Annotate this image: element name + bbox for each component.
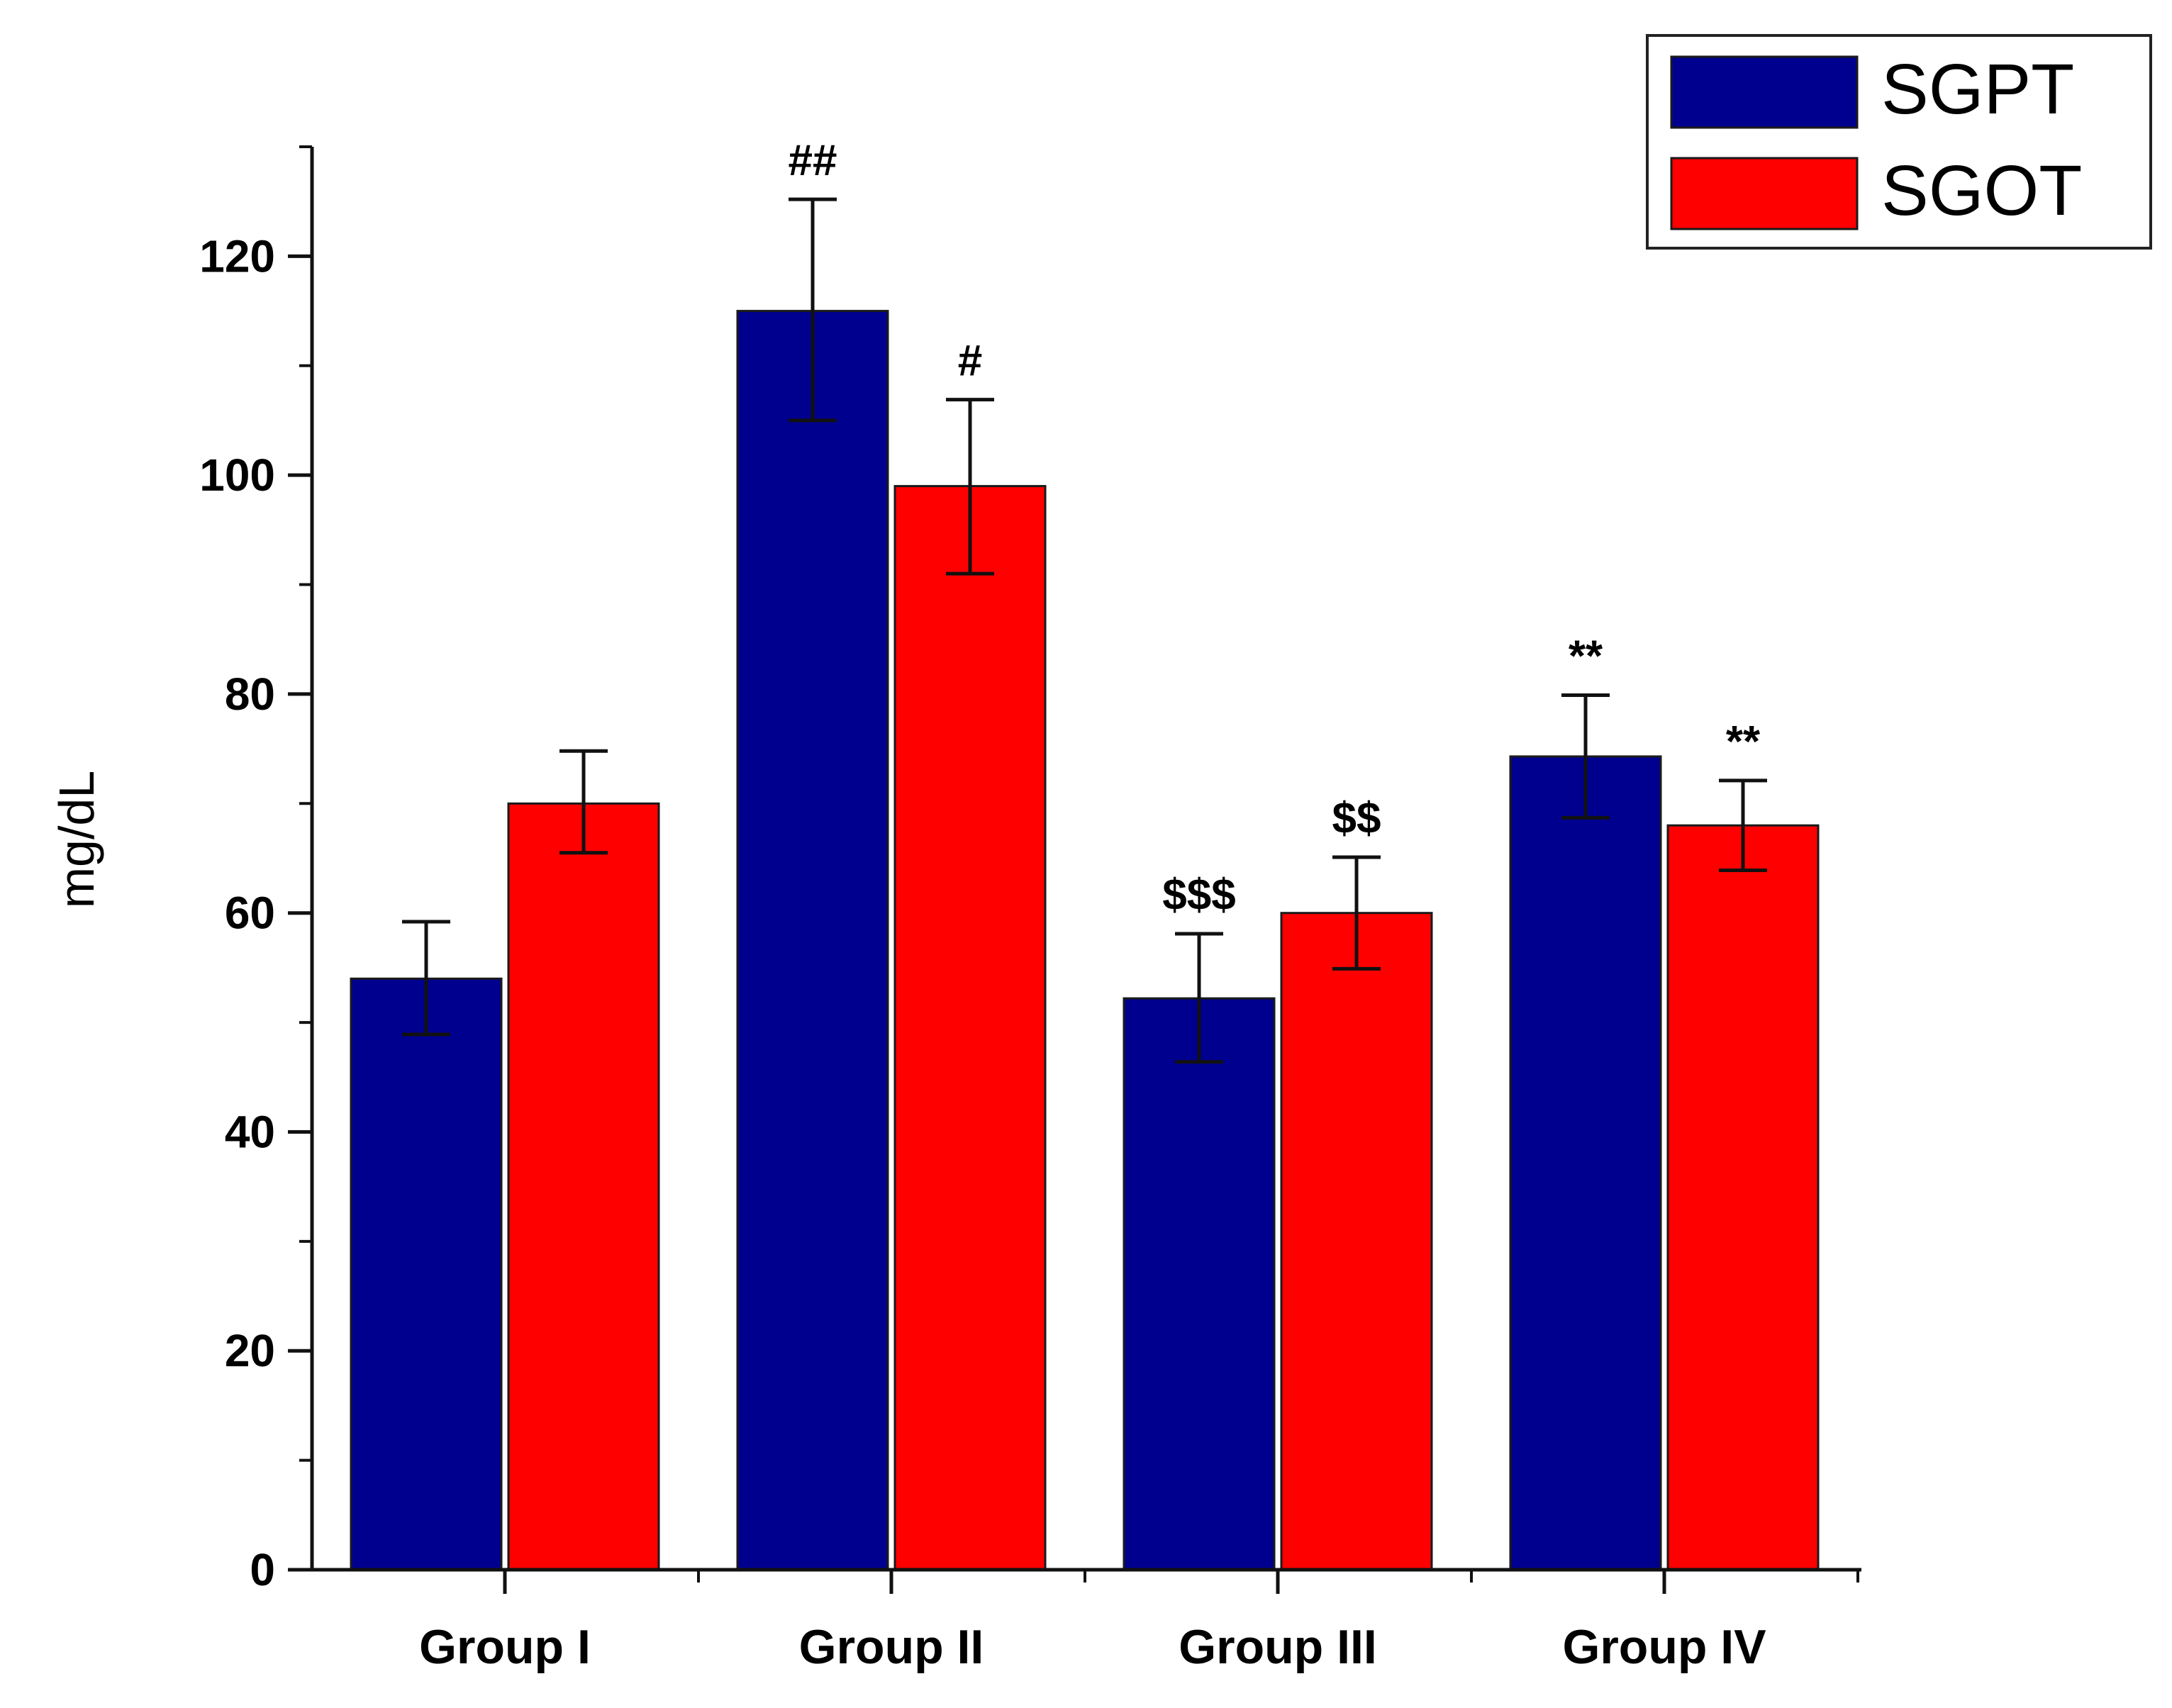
x-tick-label-4: Group IV [1562, 1620, 1766, 1674]
legend: SGPT SGOT [1646, 34, 2152, 250]
y-tick-label-80: 80 [225, 669, 275, 720]
legend-swatch-sgpt [1670, 55, 1859, 129]
bar-sgot-4 [1666, 824, 1820, 1571]
annotation-sgpt-4: ** [1569, 632, 1603, 681]
bar-sgot-2 [893, 485, 1047, 1571]
error-bar-sgpt-1 [402, 920, 450, 1037]
annotation-sgot-3: $$ [1332, 794, 1381, 843]
error-bar-sgot-1 [559, 749, 608, 855]
error-bar-sgpt-4 [1561, 693, 1610, 820]
annotation-sgpt-3: $$$ [1162, 871, 1235, 920]
annotations-layer: ## $$$ ** # $$ ** [789, 136, 1761, 920]
y-tick-label-100: 100 [199, 450, 275, 501]
bars-layer [350, 310, 1820, 1571]
y-axis-label: mg/dL [49, 771, 104, 909]
annotation-sgot-4: ** [1726, 718, 1761, 766]
bar-sgpt-2 [736, 310, 889, 1571]
bar-sgot-1 [507, 802, 660, 1571]
error-bar-sgot-4 [1719, 778, 1767, 872]
x-tick-label-1: Group I [419, 1620, 591, 1674]
y-tick-label-0: 0 [250, 1544, 275, 1595]
y-axis-label-group: mg/dL [49, 771, 104, 909]
error-bar-sgot-2 [946, 398, 994, 576]
bar-sgpt-4 [1509, 755, 1662, 1571]
error-bar-sgpt-3 [1175, 932, 1223, 1064]
legend-swatch-sgot [1670, 157, 1859, 230]
error-bars-layer [402, 197, 1767, 1064]
annotation-sgot-2: # [958, 337, 982, 386]
y-tick-label-40: 40 [225, 1106, 275, 1157]
annotation-sgpt-2: ## [789, 136, 837, 185]
bar-sgpt-1 [350, 977, 503, 1571]
legend-label-sgpt: SGPT [1881, 50, 2074, 129]
bar-sgpt-3 [1123, 997, 1276, 1571]
x-tick-label-3: Group III [1179, 1620, 1377, 1674]
bar-sgot-3 [1280, 912, 1433, 1571]
error-bar-sgpt-2 [789, 197, 837, 423]
axes-layer: 0 20 40 60 80 100 120 Group I Group II Group III G… [199, 145, 1861, 1674]
y-tick-label-60: 60 [225, 888, 275, 939]
y-tick-label-120: 120 [199, 230, 275, 281]
x-tick-label-2: Group II [799, 1620, 984, 1674]
legend-label-sgot: SGOT [1881, 151, 2082, 230]
error-bar-sgot-3 [1332, 855, 1381, 971]
y-tick-label-20: 20 [225, 1325, 275, 1376]
